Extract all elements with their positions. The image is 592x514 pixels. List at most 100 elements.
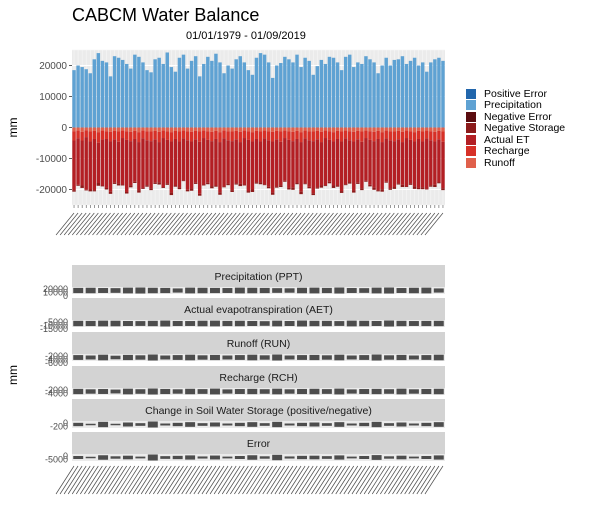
bar-actual-et (339, 141, 344, 192)
x-tick-label-mark (161, 465, 180, 495)
x-tick-label-mark (140, 212, 160, 236)
bar-actual-et (149, 141, 153, 189)
x-tick-label-mark (238, 212, 257, 236)
bar-negative-storage (408, 183, 413, 185)
bar-recharge (193, 130, 198, 140)
bar-actual-et (72, 140, 76, 191)
bar-negative-storage (347, 182, 352, 184)
bar-precipitation (311, 74, 315, 128)
facet-panel (72, 320, 445, 327)
facet-bar (185, 354, 196, 361)
bar-precipitation (380, 65, 384, 128)
facet-bar (185, 321, 196, 326)
facet-bar (334, 455, 345, 460)
bar-recharge (181, 130, 186, 139)
x-tick-label-mark (290, 212, 310, 236)
bar-precipitation (392, 59, 397, 128)
bar-actual-et (303, 138, 307, 184)
bar-negative-storage (100, 185, 105, 187)
x-tick-label-mark (307, 212, 326, 236)
bar-precipitation (384, 57, 388, 128)
facet-bar (147, 354, 158, 361)
bar-precipitation (189, 60, 194, 128)
bar-runoff (356, 127, 360, 131)
bar-negative-storage (177, 187, 182, 190)
bar-negative-storage (169, 192, 174, 196)
facet-bar (346, 288, 357, 293)
x-tick-label-mark (59, 212, 79, 236)
facet-bar (334, 388, 345, 395)
bar-precipitation (372, 62, 376, 128)
x-tick-label-mark (278, 212, 298, 236)
x-tick-label-mark (217, 465, 237, 495)
bar-runoff (392, 127, 397, 132)
facet-bar (185, 422, 196, 427)
x-tick-label-mark (112, 212, 132, 236)
facet-bar (234, 422, 245, 427)
x-tick-label-mark (169, 212, 188, 236)
bar-recharge (364, 130, 368, 139)
bar-actual-et (441, 141, 445, 189)
x-tick-label-mark (380, 212, 399, 236)
facet-bar (408, 423, 419, 426)
x-tick-label-mark (400, 212, 419, 236)
bar-negative-storage (343, 184, 348, 186)
bar-precipitation (161, 63, 165, 128)
bar-recharge (197, 131, 202, 142)
bar-precipitation (108, 76, 113, 128)
x-tick-label-mark (193, 212, 213, 236)
bar-actual-et (291, 141, 295, 188)
facet-bar (309, 287, 320, 294)
bar-runoff (161, 127, 165, 131)
bar-recharge (137, 132, 141, 143)
legend-item: Precipitation (466, 99, 565, 111)
bar-actual-et (412, 141, 417, 187)
bar-negative-storage (416, 187, 421, 190)
facet-bar (334, 422, 345, 427)
bar-actual-et (400, 142, 405, 185)
facet-bar (272, 354, 283, 361)
facet-bar (359, 422, 370, 427)
bar-runoff (218, 127, 222, 133)
facet-bar (98, 354, 109, 361)
facet-bar (98, 288, 109, 293)
x-tick-label-mark (270, 212, 290, 236)
x-tick-label-mark (376, 212, 395, 236)
x-tick-label-mark (396, 465, 415, 495)
x-tick-label-mark (408, 212, 428, 236)
bar-runoff (343, 127, 348, 131)
bar-precipitation (347, 54, 352, 128)
x-tick-label-mark (63, 465, 83, 495)
bar-runoff (206, 127, 210, 132)
bar-precipitation (279, 63, 283, 128)
facet-strip (72, 399, 445, 421)
x-tick-label-mark (213, 212, 233, 236)
x-tick-label-mark (420, 465, 440, 495)
bar-precipitation (404, 63, 409, 128)
bar-actual-et (376, 138, 380, 191)
bar-runoff (100, 127, 105, 131)
bar-negative-storage (327, 181, 332, 184)
bar-negative-storage (331, 185, 336, 188)
bar-actual-et (206, 139, 210, 183)
facet-bar (259, 287, 270, 294)
bar-precipitation (335, 62, 340, 128)
bar-negative-storage (149, 188, 153, 191)
x-tick-label-mark (157, 465, 176, 495)
bar-precipitation (283, 56, 287, 128)
bar-recharge (416, 130, 421, 139)
x-tick-label-mark (92, 212, 111, 236)
x-tick-label-mark (384, 465, 403, 495)
bar-runoff (368, 127, 372, 132)
bar-negative-storage (185, 189, 190, 192)
legend-item: Negative Error (466, 111, 565, 123)
facet-bar (73, 320, 84, 327)
bar-actual-et (169, 141, 174, 193)
facet-bar (309, 422, 320, 427)
bar-precipitation (299, 67, 303, 128)
x-tick-label-mark (173, 465, 192, 495)
bar-actual-et (283, 138, 287, 181)
facet-bar (259, 355, 270, 360)
x-tick-label-mark (298, 465, 318, 495)
bar-negative-storage (270, 192, 275, 195)
